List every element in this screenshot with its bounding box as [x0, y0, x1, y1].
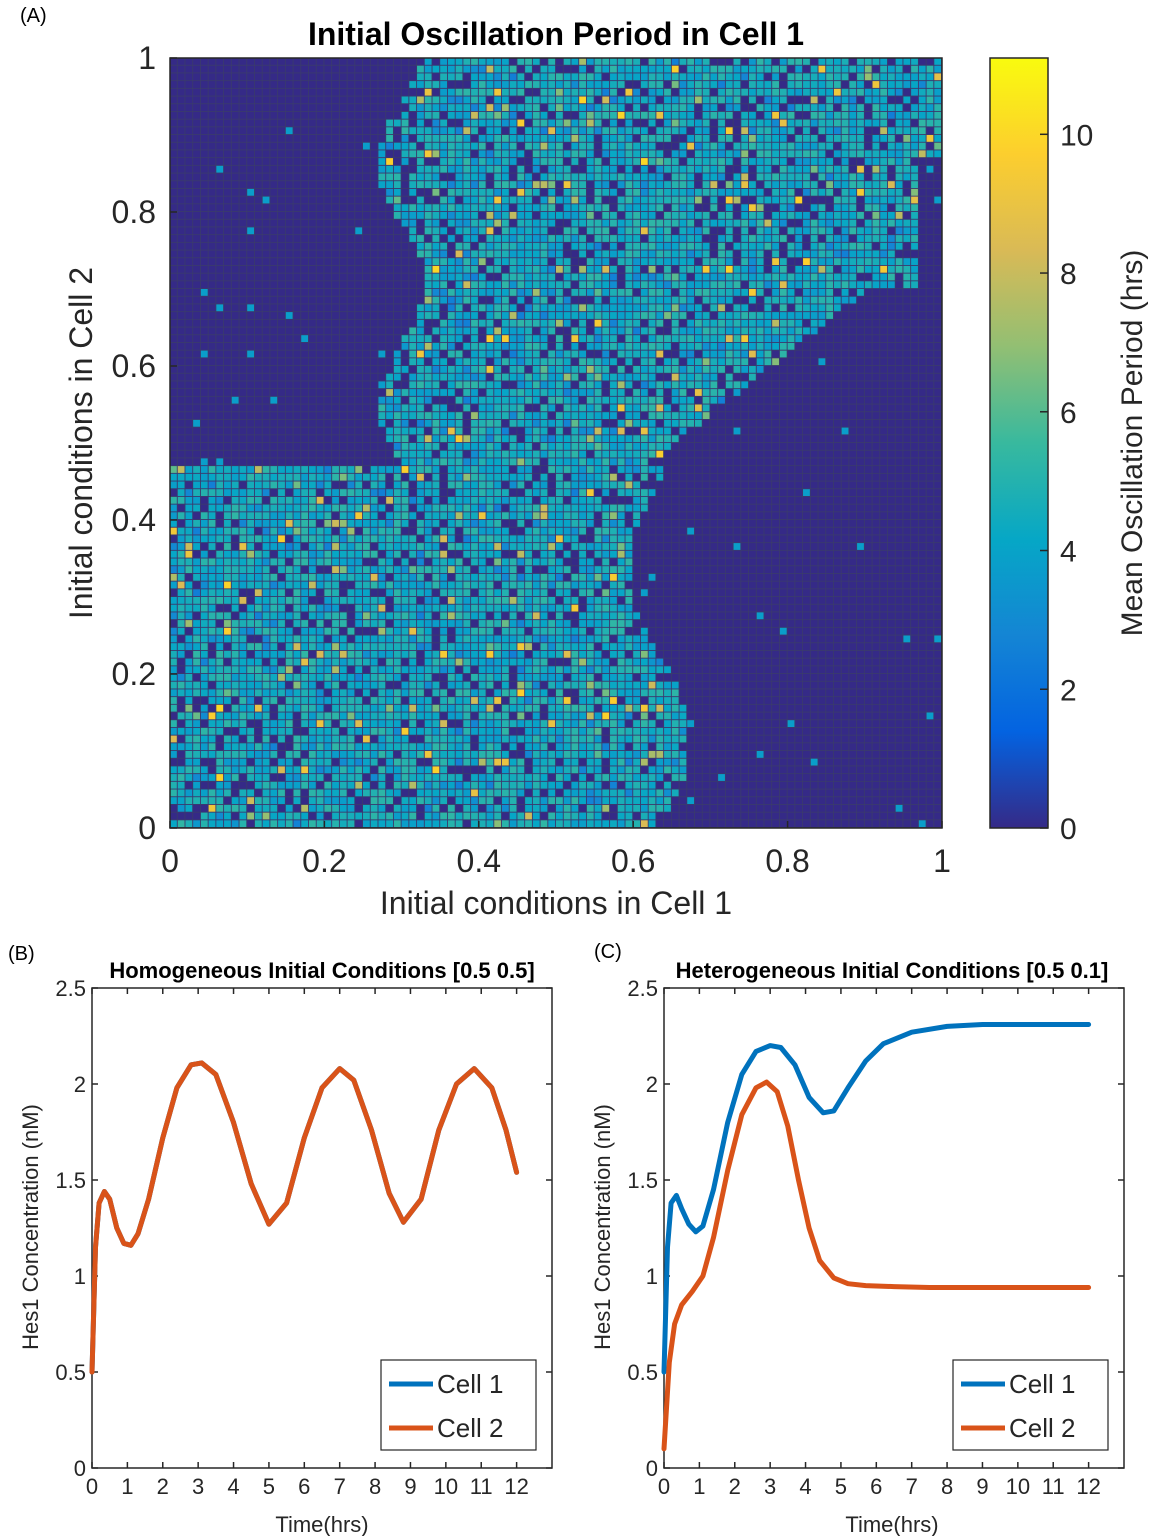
colorbar-tick-label: 6 — [1060, 397, 1077, 430]
heatmap-y-tick-label: 0.4 — [112, 502, 156, 538]
panel-b-x-tick-label: 3 — [192, 1474, 204, 1499]
panel-b-legend-label: Cell 2 — [437, 1413, 503, 1443]
panel-c-x-tick-label: 9 — [976, 1474, 988, 1499]
heatmap-x-tick-label: 0.4 — [457, 843, 501, 879]
colorbar — [990, 58, 1048, 828]
heatmap-y-tick-label: 0.8 — [112, 194, 156, 230]
heatmap-panel: Initial Oscillation Period in Cell 1 0 0.… — [63, 16, 1149, 921]
colorbar-tick-label: 8 — [1060, 258, 1077, 291]
panel-c-x-tick-label: 12 — [1076, 1474, 1100, 1499]
heatmap-frame — [169, 57, 943, 829]
panel-b-x-tick-label: 8 — [369, 1474, 381, 1499]
panel-b-legend-label: Cell 1 — [437, 1369, 503, 1399]
panel-c-series-line-cell2 — [661, 1079, 1092, 1452]
panel-b-y-tick-label: 1.5 — [55, 1168, 86, 1193]
panel-c-y-tick-label: 1.5 — [627, 1168, 658, 1193]
panel-c-x-tick-label: 2 — [729, 1474, 741, 1499]
panel-b-y-tick-label: 2 — [74, 1072, 86, 1097]
panel-b-x-tick-label: 9 — [404, 1474, 416, 1499]
panel-c-x-label: Time(hrs) — [845, 1512, 938, 1536]
panel-b-series-line-cell1 — [89, 1060, 520, 1375]
panel-b-x-tick-label: 5 — [263, 1474, 275, 1499]
panel-b-x-tick-label: 11 — [470, 1474, 493, 1499]
heatmap-x-tick-label: 0 — [161, 843, 179, 879]
panel-b-y-tick-label: 1 — [74, 1264, 86, 1289]
panel-c-y-tick-label: 1 — [646, 1264, 658, 1289]
line-panel-c: Heterogeneous Initial Conditions [0.5 0.… — [590, 958, 1125, 1536]
panel-c-y-tick-label: 0.5 — [627, 1360, 658, 1385]
heatmap-y-tick-label: 1 — [138, 40, 156, 76]
panel-b-x-tick-label: 6 — [298, 1474, 310, 1499]
panel-b-label: (B) — [8, 943, 35, 965]
panel-c-x-tick-label: 4 — [799, 1474, 811, 1499]
panel-b-x-tick-label: 10 — [434, 1474, 458, 1499]
panel-b-y-label: Hes1 Concentration (nM) — [18, 1104, 43, 1350]
panel-c-x-tick-label: 1 — [693, 1474, 705, 1499]
panel-b-x-tick-label: 12 — [504, 1474, 528, 1499]
panel-b-x-label: Time(hrs) — [275, 1512, 368, 1536]
panel-b-y-tick-label: 0 — [74, 1456, 86, 1481]
heatmap-x-tick-label: 0.2 — [302, 843, 346, 879]
heatmap-x-tick-label: 0.6 — [611, 843, 655, 879]
colorbar-tick-label: 4 — [1060, 536, 1077, 569]
panel-c-legend-label: Cell 1 — [1009, 1369, 1075, 1399]
panel-c-x-tick-label: 6 — [870, 1474, 882, 1499]
panel-b-y-tick-label: 0.5 — [55, 1360, 86, 1385]
panel-c-x-tick-label: 8 — [941, 1474, 953, 1499]
panel-c-y-tick-label: 2 — [646, 1072, 658, 1097]
line-panel-b: Homogeneous Initial Conditions [0.5 0.5]… — [18, 958, 553, 1536]
panel-c-title: Heterogeneous Initial Conditions [0.5 0.… — [676, 958, 1109, 983]
panel-c-axes-frame — [663, 987, 1125, 1469]
panel-c-series-line-cell1 — [661, 1022, 1092, 1375]
heatmap-y-tick-label: 0 — [138, 810, 156, 846]
heatmap-x-tick-label: 0.8 — [765, 843, 809, 879]
panel-b-x-tick-label: 7 — [334, 1474, 346, 1499]
colorbar-ticks: 0 2 4 6 8 10 — [1040, 119, 1093, 846]
panel-b-legend — [380, 1359, 537, 1451]
panel-c-y-label: Hes1 Concentration (nM) — [590, 1104, 615, 1350]
panel-b-x-tick-label: 1 — [121, 1474, 133, 1499]
panel-b-x-tick-label: 2 — [157, 1474, 169, 1499]
heatmap-y-label: Initial conditions in Cell 2 — [63, 267, 99, 619]
panel-b-title: Homogeneous Initial Conditions [0.5 0.5] — [109, 958, 534, 983]
heatmap-y-tick-label: 0.2 — [112, 656, 156, 692]
panel-c-x-tick-label: 0 — [658, 1474, 670, 1499]
panel-b-series-line-cell2 — [89, 1060, 520, 1375]
panel-c-legend-label: Cell 2 — [1009, 1413, 1075, 1443]
panel-a-label: (A) — [20, 5, 47, 27]
heatmap-x-tick-label: 1 — [933, 843, 951, 879]
heatmap-x-ticks: 0 0.2 0.4 0.6 0.8 1 — [161, 821, 951, 879]
panel-b-x-tick-label: 4 — [227, 1474, 239, 1499]
panel-c-x-tick-label: 5 — [835, 1474, 847, 1499]
heatmap-title: Initial Oscillation Period in Cell 1 — [308, 16, 804, 52]
colorbar-tick-label: 10 — [1060, 119, 1093, 152]
panel-c-y-tick-label: 2.5 — [627, 976, 658, 1001]
panel-b-y-tick-label: 2.5 — [55, 976, 86, 1001]
panel-c-label: (C) — [594, 941, 622, 963]
panel-c-y-tick-label: 0 — [646, 1456, 658, 1481]
panel-c-legend — [952, 1359, 1109, 1451]
panel-c-x-tick-label: 3 — [764, 1474, 776, 1499]
heatmap-y-tick-label: 0.6 — [112, 348, 156, 384]
colorbar-label: Mean Oscillation Period (hrs) — [1116, 250, 1149, 637]
colorbar-tick-label: 0 — [1060, 813, 1077, 846]
heatmap-y-ticks: 0 0.2 0.4 0.6 0.8 1 — [112, 40, 177, 846]
colorbar-tick-label: 2 — [1060, 674, 1077, 707]
panel-c-x-tick-label: 11 — [1042, 1474, 1065, 1499]
heatmap-x-label: Initial conditions in Cell 1 — [380, 885, 732, 921]
heatmap-cells — [170, 58, 942, 828]
colorbar-frame — [989, 57, 1049, 829]
panel-b-axes-frame — [91, 987, 553, 1469]
panel-c-x-tick-label: 10 — [1006, 1474, 1030, 1499]
panel-b-x-tick-label: 0 — [86, 1474, 98, 1499]
panel-c-x-tick-label: 7 — [906, 1474, 918, 1499]
